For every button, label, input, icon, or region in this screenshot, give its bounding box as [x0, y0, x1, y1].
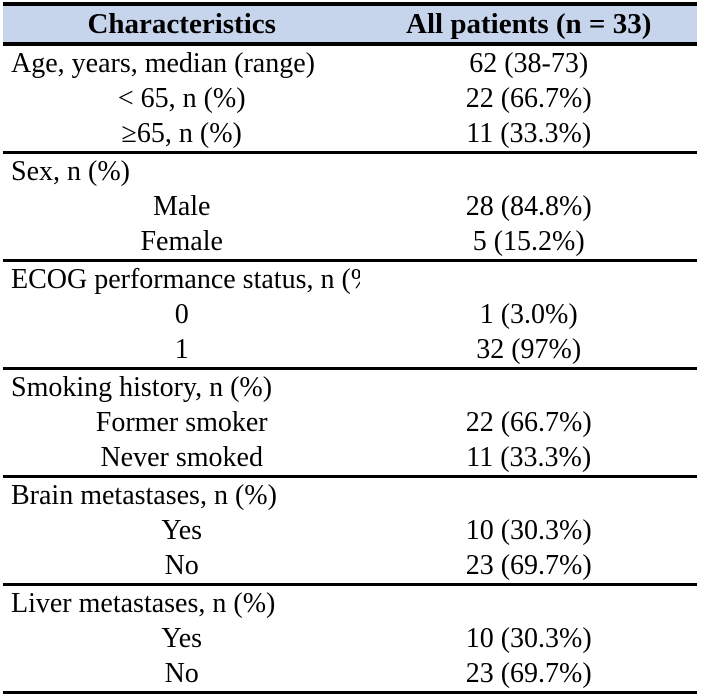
row-value	[360, 475, 697, 513]
row-smoking-former: Former smoker 22 (66.7%)	[3, 405, 697, 440]
row-sex: Sex, n (%)	[3, 151, 697, 189]
row-label: No	[3, 656, 361, 694]
row-label: Sex, n (%)	[3, 151, 361, 189]
row-value	[360, 151, 697, 189]
row-age-ge65: ≥65, n (%) 11 (33.3%)	[3, 116, 697, 153]
row-label: Liver metastases, n (%)	[3, 583, 361, 621]
row-ecog-0: 0 1 (3.0%)	[3, 297, 697, 332]
row-value: 22 (66.7%)	[465, 406, 592, 438]
row-value	[360, 367, 697, 405]
row-label: Never smoked	[100, 441, 263, 473]
row-sex-male: Male 28 (84.8%)	[3, 189, 697, 224]
row-label: Male	[152, 190, 211, 222]
row-age-median: Age, years, median (range) 62 (38-73)	[3, 44, 697, 81]
patient-characteristics-table: Characteristics All patients (n = 33) Ag…	[3, 2, 697, 694]
table-header-row: Characteristics All patients (n = 33)	[3, 2, 697, 46]
row-label: Yes	[161, 514, 203, 546]
row-label: 0	[174, 298, 189, 330]
row-liver-yes: Yes 10 (30.3%)	[3, 621, 697, 656]
row-label: Former smoker	[95, 406, 268, 438]
row-brain-yes: Yes 10 (30.3%)	[3, 513, 697, 548]
row-value: 5 (15.2%)	[472, 225, 585, 257]
row-value: 32 (97%)	[476, 333, 582, 365]
row-brain-metastases: Brain metastases, n (%)	[3, 475, 697, 513]
row-value: 10 (30.3%)	[465, 622, 592, 654]
row-age-lt65: < 65, n (%) 22 (66.7%)	[3, 81, 697, 116]
row-label: 1	[174, 333, 189, 365]
row-ecog: ECOG performance status, n (%)	[3, 259, 697, 297]
row-smoking: Smoking history, n (%)	[3, 367, 697, 405]
row-value	[360, 583, 697, 621]
row-label: Age, years, median (range)	[11, 47, 315, 79]
row-label: Smoking history, n (%)	[3, 367, 361, 405]
row-smoking-never: Never smoked 11 (33.3%)	[3, 440, 697, 477]
header-characteristics: Characteristics	[3, 2, 361, 46]
row-value: 10 (30.3%)	[465, 514, 592, 546]
row-label: Brain metastases, n (%)	[3, 475, 361, 513]
row-label: Yes	[161, 622, 203, 654]
row-sex-female: Female 5 (15.2%)	[3, 224, 697, 261]
row-label: No	[164, 549, 199, 581]
row-value: 23 (69.7%)	[465, 549, 592, 581]
row-label: ECOG performance status, n (%)	[3, 259, 361, 297]
row-value: 28 (84.8%)	[465, 190, 592, 222]
row-liver-metastases: Liver metastases, n (%)	[3, 583, 697, 621]
row-label: ≥65, n (%)	[121, 117, 242, 149]
row-value: 62 (38-73)	[469, 47, 589, 79]
row-value: 23 (69.7%)	[360, 656, 697, 694]
row-liver-no: No 23 (69.7%)	[3, 656, 697, 694]
row-label: < 65, n (%)	[117, 82, 246, 114]
row-value: 1 (3.0%)	[479, 298, 578, 330]
row-value: 11 (33.3%)	[466, 117, 592, 149]
row-brain-no: No 23 (69.7%)	[3, 548, 697, 585]
row-label: Female	[140, 225, 223, 257]
row-value: 22 (66.7%)	[465, 82, 592, 114]
row-value	[360, 259, 697, 297]
header-all-patients: All patients (n = 33)	[360, 2, 697, 46]
row-value: 11 (33.3%)	[466, 441, 592, 473]
row-ecog-1: 1 32 (97%)	[3, 332, 697, 369]
